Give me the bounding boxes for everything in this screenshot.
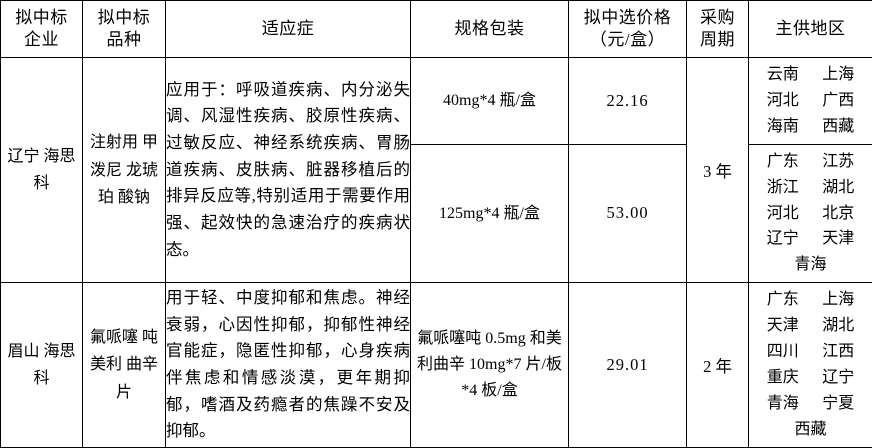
region-item: 辽宁 xyxy=(811,365,867,391)
cell-indication: 用于轻、中度抑郁和焦虑。神经衰弱，心因性抑郁，抑郁性神经官能症，隐匿性抑郁，心身… xyxy=(166,283,411,447)
region-item: 北京 xyxy=(811,201,867,227)
region-item: 西藏 xyxy=(811,114,867,140)
header-cell-price: 拟中选价格 （元/盒） xyxy=(569,1,687,58)
region-item: 湖北 xyxy=(811,313,867,339)
cell-spec: 40mg*4 瓶/盒 xyxy=(411,58,569,145)
cell-region: 广东 江苏 浙江 湖北 河北 北京 辽宁 天津 青海 xyxy=(749,144,872,283)
region-item: 云南 xyxy=(755,62,811,88)
region-item: 河北 xyxy=(755,201,811,227)
product-line-1: 注射用 xyxy=(90,134,138,151)
region-item: 上海 xyxy=(811,62,867,88)
header-cell-region: 主供地区 xyxy=(749,1,872,58)
region-grid: 广东 上海 天津 湖北 四川 江西 重庆 辽宁 青海 宁夏 西藏 xyxy=(749,283,872,446)
cell-spec: 125mg*4 瓶/盒 xyxy=(411,144,569,283)
header-cell-indication: 适应症 xyxy=(166,1,411,58)
cell-region: 云南 上海 河北 广西 海南 西藏 xyxy=(749,58,872,145)
header-product-line-2: 品种 xyxy=(83,29,165,51)
cell-product: 注射用 甲泼尼 龙琥珀 酸钠 xyxy=(83,58,166,283)
region-item: 江西 xyxy=(811,339,867,365)
cell-price: 53.00 xyxy=(569,144,687,283)
header-company-line-2: 企业 xyxy=(1,29,82,51)
cell-price: 29.01 xyxy=(569,283,687,447)
header-indication-line-1: 适应症 xyxy=(166,18,410,40)
cell-indication: 应用于：呼吸道疾病、内分泌失调、风湿性疾病、胶原性疾病、过敏反应、神经系统疾病、… xyxy=(166,58,411,283)
region-item: 湖北 xyxy=(811,175,867,201)
cell-price: 22.16 xyxy=(569,58,687,145)
company-line-2: 海思科 xyxy=(33,148,75,192)
region-item: 河北 xyxy=(755,88,811,114)
company-line-2: 海思科 xyxy=(33,343,75,387)
cell-region: 广东 上海 天津 湖北 四川 江西 重庆 辽宁 青海 宁夏 西藏 xyxy=(749,283,872,447)
header-price-line-2: （元/盒） xyxy=(569,29,686,51)
cell-company: 眉山 海思科 xyxy=(1,283,83,447)
header-cycle-line-1: 采购 xyxy=(687,7,748,29)
region-grid: 云南 上海 河北 广西 海南 西藏 xyxy=(749,58,872,144)
header-price-line-1: 拟中选价格 xyxy=(569,7,686,29)
header-cell-company: 拟中标 企业 xyxy=(1,1,83,58)
header-cell-product: 拟中标 品种 xyxy=(83,1,166,58)
cell-product: 氟哌噻 吨美利 曲辛片 xyxy=(83,283,166,447)
region-item: 上海 xyxy=(811,287,867,313)
region-item: 广东 xyxy=(755,287,811,313)
company-line-1: 眉山 xyxy=(7,343,39,360)
product-line-4: 酸钠 xyxy=(118,189,150,206)
header-spec-line-1: 规格包装 xyxy=(411,18,568,40)
region-item: 广东 xyxy=(755,149,811,175)
region-item: 青海 xyxy=(755,252,866,278)
cell-company: 辽宁 海思科 xyxy=(1,58,83,283)
region-item: 西藏 xyxy=(755,417,866,443)
header-company-line-1: 拟中标 xyxy=(1,7,82,29)
region-item: 天津 xyxy=(811,226,867,252)
header-cell-spec: 规格包装 xyxy=(411,1,569,58)
region-grid: 广东 江苏 浙江 湖北 河北 北京 辽宁 天津 青海 xyxy=(749,145,872,283)
region-item: 江苏 xyxy=(811,149,867,175)
region-item: 辽宁 xyxy=(755,226,811,252)
region-item: 浙江 xyxy=(755,175,811,201)
product-line-1: 氟哌噻 xyxy=(90,329,138,346)
region-item: 青海 xyxy=(755,391,811,417)
cell-cycle: 3 年 xyxy=(687,58,749,283)
header-region-line-1: 主供地区 xyxy=(749,18,872,40)
table-row: 辽宁 海思科 注射用 甲泼尼 龙琥珀 酸钠 应用于：呼吸道疾病、内分泌失调、风湿… xyxy=(1,58,872,145)
cell-cycle: 2 年 xyxy=(687,283,749,447)
region-item: 广西 xyxy=(811,88,867,114)
region-item: 重庆 xyxy=(755,365,811,391)
region-item: 宁夏 xyxy=(811,391,867,417)
cell-spec: 氟哌噻吨 0.5mg 和美利曲辛 10mg*7 片/板*4 板/盒 xyxy=(411,283,569,447)
header-cycle-line-2: 周期 xyxy=(687,29,748,51)
table-header-row: 拟中标 企业 拟中标 品种 适应症 规格包装 拟中选价格 （元/盒） xyxy=(1,1,872,58)
region-item: 天津 xyxy=(755,313,811,339)
region-item: 四川 xyxy=(755,339,811,365)
header-cell-cycle: 采购 周期 xyxy=(687,1,749,58)
company-line-1: 辽宁 xyxy=(7,148,39,165)
header-product-line-1: 拟中标 xyxy=(83,7,165,29)
table-row: 眉山 海思科 氟哌噻 吨美利 曲辛片 用于轻、中度抑郁和焦虑。神经衰弱，心因性抑… xyxy=(1,283,872,447)
product-line-3: 曲辛片 xyxy=(116,356,158,400)
region-item: 海南 xyxy=(755,114,811,140)
